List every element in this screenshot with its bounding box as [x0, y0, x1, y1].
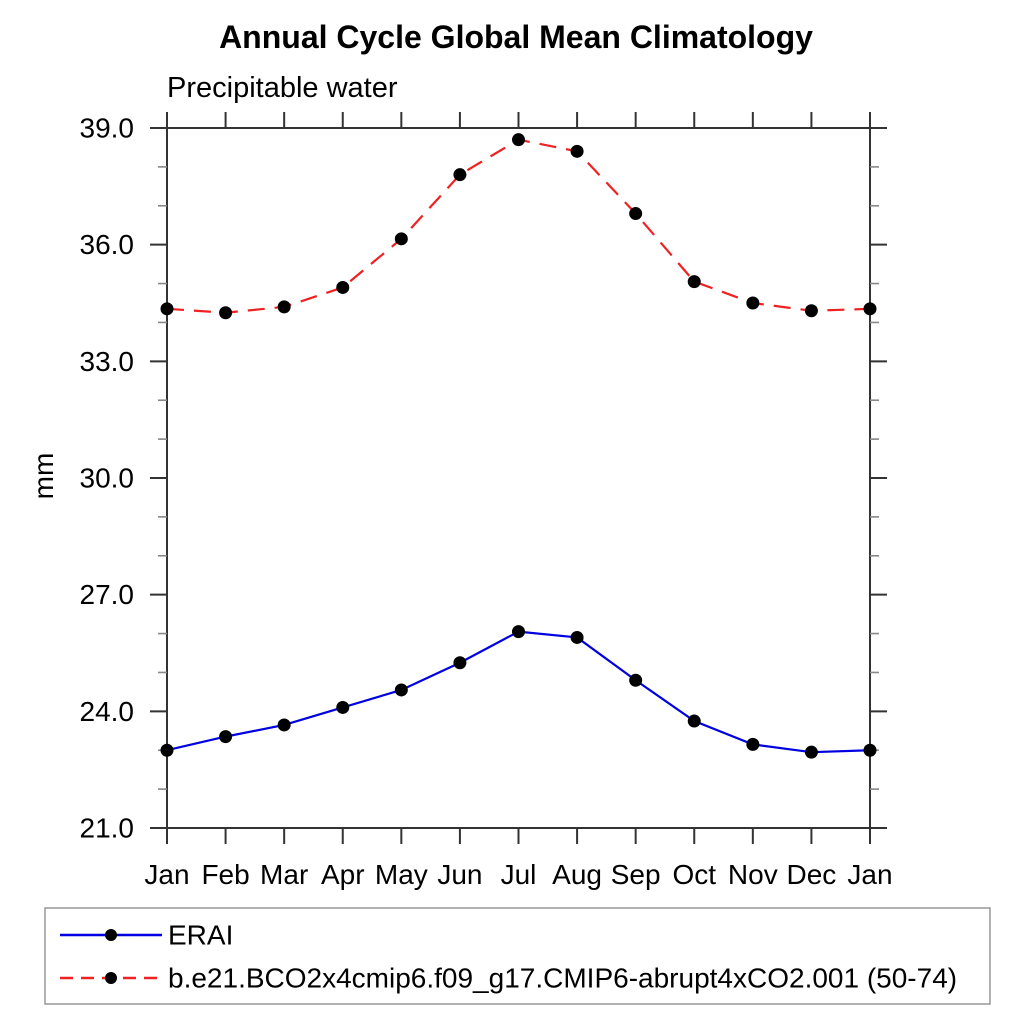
- data-point-marker: [453, 656, 467, 670]
- data-point-marker: [629, 673, 643, 687]
- x-tick-label: Dec: [787, 859, 837, 890]
- data-point-marker: [804, 745, 818, 759]
- legend-entry-model: b.e21.BCO2x4cmip6.f09_g17.CMIP6-abrupt4x…: [60, 963, 957, 994]
- data-point-marker: [512, 625, 525, 639]
- plot-frame: [166, 127, 871, 829]
- x-tick-label: Feb: [201, 859, 249, 890]
- data-point-marker: [687, 714, 701, 728]
- x-tick-label: May: [375, 859, 428, 890]
- data-point-marker: [394, 232, 408, 246]
- data-point-marker: [160, 302, 174, 316]
- data-point-marker: [863, 743, 877, 757]
- x-tick-label: Aug: [552, 859, 602, 890]
- legend: ERAI b.e21.BCO2x4cmip6.f09_g17.CMIP6-abr…: [44, 907, 991, 1005]
- legend-label-erai: ERAI: [168, 920, 233, 951]
- chart-title: Annual Cycle Global Mean Climatology: [219, 19, 813, 55]
- data-point-marker: [570, 144, 584, 158]
- data-point-marker: [336, 280, 350, 294]
- x-tick-label: Nov: [728, 859, 778, 890]
- data-point-marker: [746, 296, 760, 310]
- x-tick-label: Oct: [672, 859, 716, 890]
- data-point-marker: [160, 743, 174, 757]
- y-tick-label: 36.0: [80, 229, 135, 260]
- data-point-marker: [277, 300, 291, 314]
- series-line-model: [166, 138, 871, 314]
- legend-box: [44, 907, 991, 1005]
- x-tick-label: Apr: [321, 859, 365, 890]
- data-point-marker: [570, 630, 584, 644]
- y-tick-label: 30.0: [80, 463, 135, 494]
- x-tick-label: Jul: [501, 859, 537, 890]
- y-tick-label: 21.0: [80, 813, 135, 844]
- x-tick-label: Mar: [260, 859, 308, 890]
- data-point-marker: [277, 718, 291, 732]
- data-point-marker: [453, 168, 467, 182]
- y-tick-label: 39.0: [80, 113, 135, 144]
- data-point-marker: [746, 737, 760, 751]
- chart-subtitle: Precipitable water: [167, 72, 398, 104]
- legend-entry-erai: ERAI: [60, 920, 233, 951]
- x-tick-label: Jan: [847, 859, 892, 890]
- data-point-marker: [394, 683, 408, 697]
- x-tick-label: Sep: [611, 859, 661, 890]
- plot-area: 21.0 24.0 27.0 30.0 33.0 36.0 39.0 Jan Feb Mar Apr…: [80, 112, 893, 890]
- data-point-marker: [336, 700, 350, 714]
- legend-marker-dot-icon: [105, 972, 117, 984]
- data-point-marker: [512, 133, 525, 147]
- series-line-erai: [166, 630, 871, 754]
- y-tick-label: 27.0: [80, 579, 135, 610]
- x-tick-label: Jun: [437, 859, 482, 890]
- data-point-marker: [629, 207, 643, 221]
- y-tick-label: 33.0: [80, 346, 135, 377]
- legend-marker-dot-icon: [105, 929, 117, 941]
- data-point-marker: [219, 730, 233, 744]
- data-point-marker: [687, 275, 701, 289]
- legend-label-model: b.e21.BCO2x4cmip6.f09_g17.CMIP6-abrupt4x…: [168, 963, 957, 994]
- x-tick-label: Jan: [144, 859, 189, 890]
- data-point-marker: [863, 302, 877, 316]
- y-axis-label: mm: [28, 453, 59, 500]
- y-tick-label: 24.0: [80, 696, 135, 727]
- data-point-marker: [219, 306, 233, 320]
- data-point-marker: [804, 304, 818, 318]
